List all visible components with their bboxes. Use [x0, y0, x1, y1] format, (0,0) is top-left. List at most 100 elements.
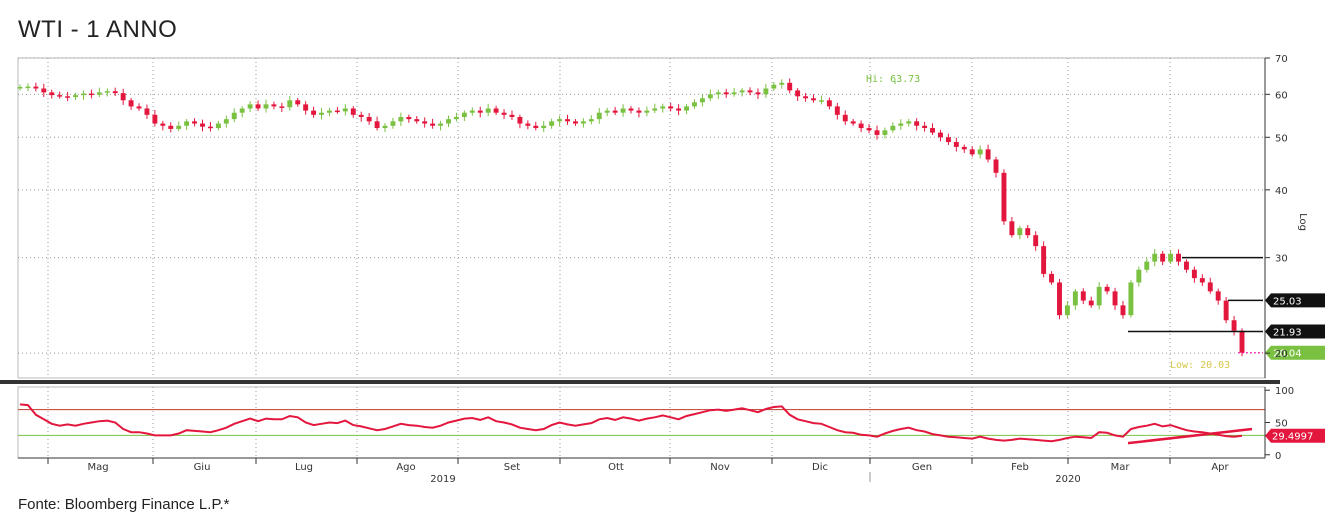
candle-body — [628, 108, 634, 111]
candle-body — [818, 100, 824, 102]
candle-body — [755, 92, 761, 95]
candle-body — [247, 104, 253, 109]
low-annotation: Low: 20.03 — [1170, 360, 1230, 371]
candle-body — [1199, 278, 1205, 283]
candle-body — [596, 112, 602, 120]
candle-body — [477, 110, 483, 113]
rsi-panel-frame — [17, 386, 1266, 459]
candle-body — [1207, 282, 1213, 292]
candle-body — [1025, 228, 1031, 236]
candle-body — [803, 96, 809, 99]
rsi-trendline — [1127, 427, 1253, 445]
candle-body — [120, 93, 126, 101]
month-label: Set — [504, 462, 521, 473]
level-tag-25-bg — [1265, 293, 1325, 308]
candle-body — [1168, 253, 1174, 262]
candle-body — [406, 116, 412, 120]
candle-body — [207, 126, 213, 129]
rsi-tick-label: 100 — [1275, 386, 1294, 397]
month-label: Feb — [1011, 462, 1029, 473]
candle-body — [906, 121, 912, 124]
candle-body — [525, 123, 531, 126]
candle-body — [303, 104, 309, 111]
candle-body — [327, 110, 332, 113]
candle-body — [81, 93, 86, 96]
candle-body — [390, 121, 396, 126]
candle-body — [874, 130, 880, 135]
candle-body — [453, 116, 459, 120]
overlay: 25.03 21.93 20.04 Hi: 63.73 Low: 20.03 29.499… — [18, 74, 1325, 445]
candle-body — [620, 108, 626, 113]
candle-body — [557, 119, 563, 122]
candle-body — [231, 112, 237, 120]
price-panel-frame — [17, 57, 1266, 379]
candle-body — [200, 123, 205, 127]
candle-body — [152, 114, 158, 124]
candle-body — [350, 108, 356, 115]
candle-body — [763, 88, 769, 95]
candle-body — [1191, 269, 1197, 279]
rsi-last-tag: 29.4997 — [1272, 432, 1313, 443]
candle-body — [930, 128, 935, 133]
candle-body — [612, 110, 618, 113]
rsi-line — [19, 403, 1243, 443]
candle-body — [842, 114, 848, 122]
candle-body — [1049, 273, 1055, 283]
month-label: Lug — [295, 462, 313, 473]
price-tick-label: 50 — [1275, 133, 1288, 144]
candle-body — [382, 125, 388, 129]
candle-body — [961, 146, 967, 150]
candle-body — [1215, 291, 1221, 301]
year-label-2020: 2020 — [1055, 474, 1080, 485]
candle-body — [993, 159, 999, 173]
candle-body — [565, 119, 570, 122]
candle-body — [644, 110, 650, 113]
price-tick-label: 60 — [1275, 90, 1288, 101]
candle-body — [1001, 172, 1007, 222]
candle-body — [263, 104, 269, 109]
candle-body — [1009, 221, 1015, 236]
candle-body — [41, 88, 47, 93]
candle-body — [826, 100, 832, 107]
candle-body — [144, 108, 150, 115]
last-price-tag: 20.04 — [1273, 349, 1302, 360]
candle-body — [787, 82, 793, 91]
candle-body — [279, 106, 285, 108]
candle-body — [1160, 253, 1166, 262]
month-label: Ago — [396, 462, 415, 473]
candle-body — [1176, 253, 1181, 262]
candle-body — [168, 125, 174, 129]
candle-body — [366, 116, 372, 122]
candle-body — [1017, 228, 1023, 236]
candle-body — [192, 121, 198, 124]
candle-body — [65, 96, 71, 98]
last-price-tag-bg — [1265, 345, 1325, 360]
month-label: Ott — [608, 462, 624, 473]
month-label: Mar — [1111, 462, 1131, 473]
candle-body — [572, 121, 578, 124]
candle-body — [295, 100, 301, 105]
candle-body — [588, 119, 594, 122]
candle-body — [461, 112, 467, 117]
candle-body — [636, 110, 642, 113]
candle-body — [112, 91, 118, 94]
candle-body — [779, 82, 785, 85]
candle-body — [287, 100, 293, 108]
candle-body — [668, 106, 674, 109]
level-tag-21: 21.93 — [1273, 327, 1302, 338]
candle-body — [96, 92, 102, 95]
candle-body — [1120, 305, 1126, 316]
candle-body — [882, 130, 888, 135]
candle-body — [747, 90, 753, 93]
candle-body — [652, 108, 658, 111]
candle-body — [33, 86, 39, 89]
candle-body — [945, 137, 951, 143]
candle-body — [922, 125, 928, 129]
candle-body — [715, 92, 721, 95]
candle-body — [684, 106, 690, 111]
price-tick-label: 40 — [1275, 186, 1288, 197]
candle-body — [342, 108, 348, 112]
price-tick-label: 30 — [1275, 254, 1288, 265]
candles — [17, 78, 1245, 357]
